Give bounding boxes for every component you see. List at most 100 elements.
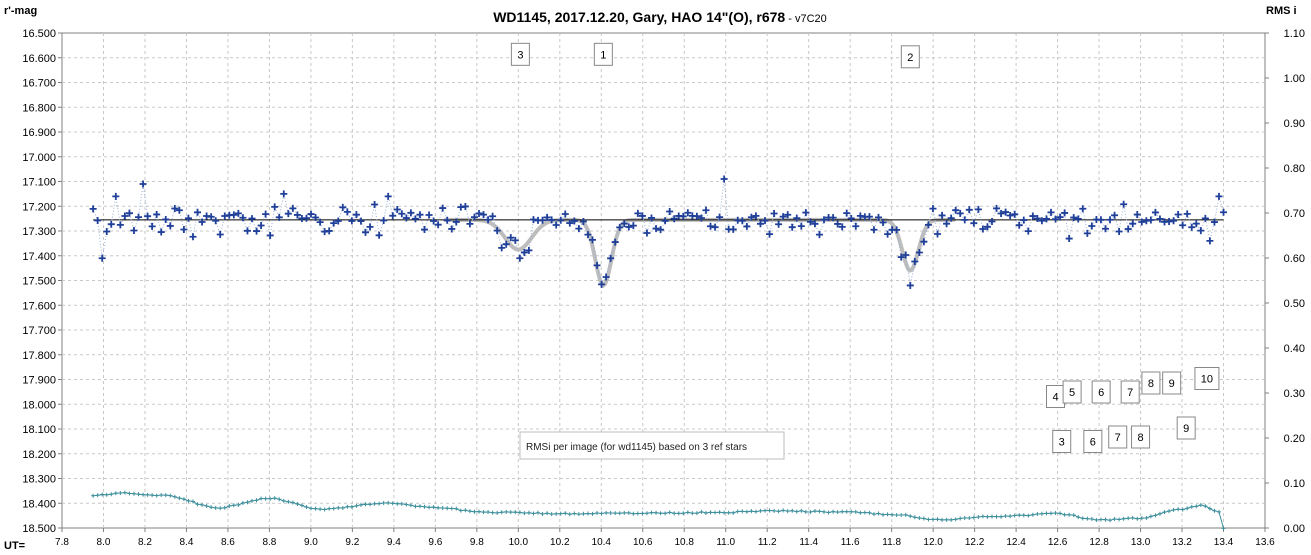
observation-point <box>679 212 687 220</box>
observation-point <box>1002 208 1010 216</box>
y-right-tick-label: 0.90 <box>1284 118 1305 130</box>
observation-point <box>175 206 183 214</box>
rms-point <box>1067 512 1072 517</box>
rms-point <box>849 509 854 514</box>
observation-point <box>648 214 656 222</box>
x-tick-label: 11.4 <box>799 537 818 548</box>
observation-point <box>1083 229 1091 237</box>
rms-point <box>327 506 332 511</box>
rms-point <box>1162 510 1167 515</box>
observation-point <box>1156 215 1164 223</box>
rms-point <box>753 509 758 514</box>
x-tick-label: 12.2 <box>965 537 985 548</box>
ref-star-label: 8 <box>1141 371 1161 395</box>
rms-point <box>481 510 486 515</box>
observation-point <box>461 202 469 210</box>
observation-point <box>1220 208 1228 216</box>
observation-point <box>180 226 188 234</box>
observation-point <box>357 217 365 225</box>
observation-point <box>1151 208 1159 216</box>
observation-point <box>1088 222 1096 230</box>
observation-point <box>557 216 565 224</box>
x-tick-label: 12.8 <box>1089 537 1109 548</box>
rms-point <box>649 510 654 515</box>
rms-point <box>349 504 354 509</box>
observation-point <box>779 213 787 221</box>
rms-point <box>935 517 940 522</box>
rms-point <box>209 505 214 510</box>
rms-point <box>104 492 109 497</box>
rms-point <box>903 512 908 517</box>
observation-point <box>239 214 247 222</box>
rms-point <box>672 511 677 516</box>
observation-point <box>988 217 996 225</box>
ref-star-label-text: 4 <box>1052 392 1058 404</box>
observation-point <box>702 206 710 214</box>
observation-point <box>489 212 497 220</box>
ref-star-label-lower: 7 <box>1108 425 1128 449</box>
y-axis-right-ticks: 1.10 1.00 0.90 0.80 0.70 0.60 0.50 0.40 0.30 0.20… <box>1265 28 1305 535</box>
observation-point <box>366 223 374 231</box>
rms-point <box>449 506 454 511</box>
observation-point <box>248 215 256 223</box>
x-axis-label: UT= <box>4 540 25 552</box>
rms-point <box>91 493 96 498</box>
legend-text: RMSi per image (for wd1145) based on 3 r… <box>526 442 747 453</box>
observation-point <box>89 205 97 213</box>
rms-point <box>1139 516 1144 521</box>
observation-point <box>1101 225 1109 233</box>
rms-point <box>1080 516 1085 521</box>
observation-point <box>416 211 424 219</box>
rms-point <box>1157 511 1162 516</box>
rms-point <box>304 505 309 510</box>
observation-point <box>657 226 665 234</box>
rms-point <box>785 509 790 514</box>
ref-star-label-lower-text: 8 <box>1137 432 1143 444</box>
observation-point <box>1183 210 1191 218</box>
observation-point <box>611 238 619 246</box>
rms-point <box>844 509 849 514</box>
ref-star-label-text: 7 <box>1127 387 1133 399</box>
rms-point <box>776 509 781 514</box>
rms-point <box>989 514 994 519</box>
rms-point <box>495 510 500 515</box>
rms-point <box>131 491 136 496</box>
rms-point <box>186 498 191 503</box>
ref-star-label-text: 5 <box>1069 387 1075 399</box>
rms-point <box>204 503 209 508</box>
observation-point <box>1011 210 1019 218</box>
rms-point <box>517 510 522 515</box>
observation-point <box>103 228 111 236</box>
rms-point <box>826 510 831 515</box>
observation-point <box>1015 221 1023 229</box>
ref-star-label-text: 9 <box>1169 378 1175 390</box>
rms-point <box>458 508 463 513</box>
observation-point <box>684 209 692 217</box>
observation-point <box>552 221 560 229</box>
rms-point <box>1167 509 1172 514</box>
rms-point <box>853 509 858 514</box>
ref-star-label-lower-box <box>1083 430 1103 453</box>
x-tick-label: 10.8 <box>675 537 695 548</box>
ref-star-label: 4 <box>1046 385 1066 408</box>
observation-point <box>275 213 283 221</box>
x-tick-label: 9.2 <box>345 537 359 548</box>
rms-point <box>971 515 976 520</box>
observation-point <box>421 226 429 234</box>
observation-point <box>607 254 615 262</box>
ref-star-label-lower-box <box>1176 416 1196 440</box>
observation-point <box>1124 225 1132 233</box>
rms-point <box>395 501 400 506</box>
x-tick-label: 11.2 <box>758 537 777 548</box>
rms-point <box>862 510 867 515</box>
observation-point <box>593 261 601 269</box>
rms-point <box>122 490 127 495</box>
rms-point <box>195 502 200 507</box>
observation-point <box>1020 216 1028 224</box>
rms-point <box>985 514 990 519</box>
ref-star-label-box <box>1162 371 1182 395</box>
rms-point <box>404 502 409 507</box>
observation-point <box>784 211 792 219</box>
rms-point <box>1144 515 1149 520</box>
